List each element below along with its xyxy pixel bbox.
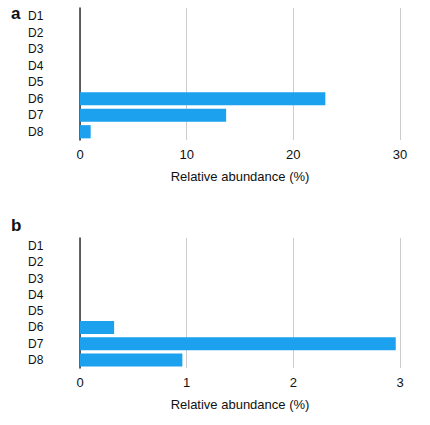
svg-text:D4: D4 <box>28 288 44 302</box>
svg-text:D8: D8 <box>28 353 44 367</box>
svg-text:0: 0 <box>76 147 83 162</box>
svg-text:0: 0 <box>76 375 83 390</box>
svg-text:D7: D7 <box>28 337 44 351</box>
svg-text:D3: D3 <box>28 272 44 286</box>
svg-text:10: 10 <box>179 147 193 162</box>
svg-text:D1: D1 <box>28 239 44 253</box>
svg-text:30: 30 <box>393 147 407 162</box>
svg-text:a: a <box>11 4 21 23</box>
svg-text:D4: D4 <box>28 59 44 73</box>
svg-text:b: b <box>11 216 21 235</box>
svg-text:D5: D5 <box>28 75 44 89</box>
svg-text:2: 2 <box>290 375 297 390</box>
svg-text:D1: D1 <box>28 9 44 23</box>
svg-text:20: 20 <box>286 147 300 162</box>
svg-text:3: 3 <box>396 375 403 390</box>
svg-text:D2: D2 <box>28 255 44 269</box>
svg-text:Relative abundance (%): Relative abundance (%) <box>171 397 310 412</box>
svg-text:1: 1 <box>183 375 190 390</box>
svg-text:D7: D7 <box>28 108 44 122</box>
svg-text:Relative abundance (%): Relative abundance (%) <box>171 169 310 184</box>
svg-text:D6: D6 <box>28 92 44 106</box>
svg-text:D3: D3 <box>28 42 44 56</box>
svg-text:D5: D5 <box>28 304 44 318</box>
svg-text:D2: D2 <box>28 26 44 40</box>
svg-text:D8: D8 <box>28 125 44 139</box>
svg-text:D6: D6 <box>28 320 44 334</box>
